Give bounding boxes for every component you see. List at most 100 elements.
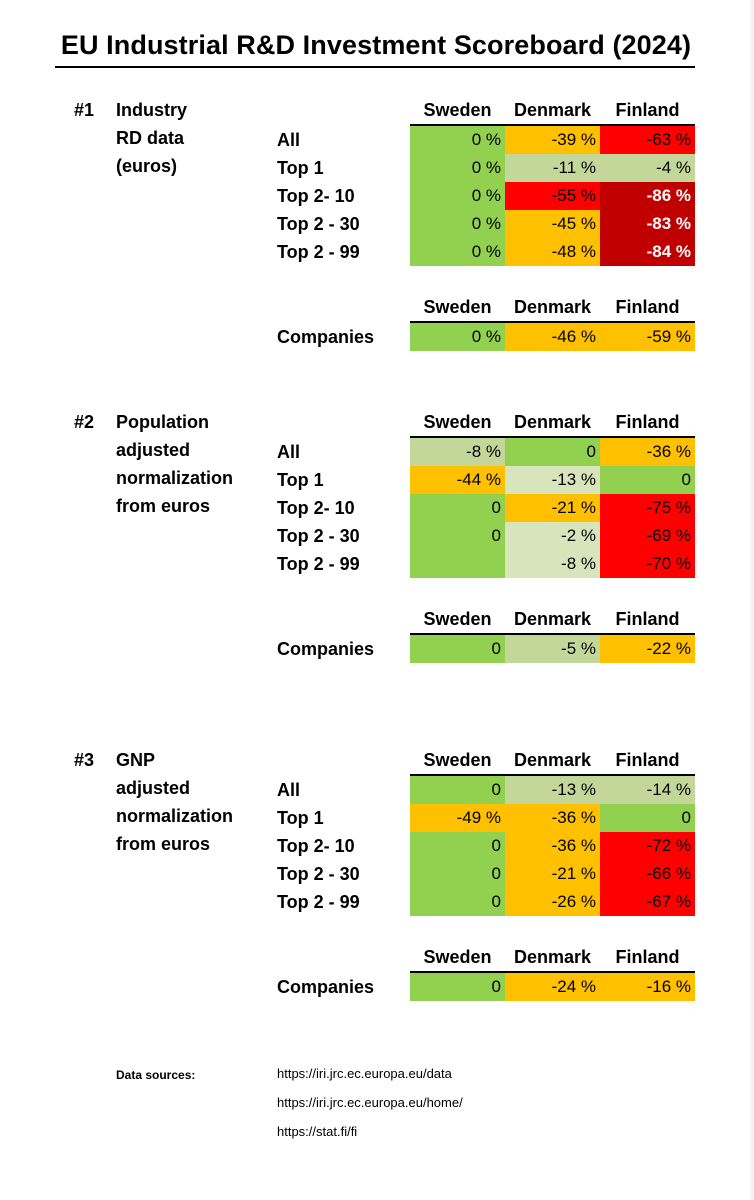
section-label-line: adjusted <box>116 440 191 460</box>
value-cell: -70 % <box>600 550 695 578</box>
companies-label: Companies <box>277 977 375 997</box>
value-cell: 0 <box>600 466 695 494</box>
row-label: Top 2 - 30 <box>277 214 360 234</box>
column-header-sweden: Sweden <box>423 750 492 770</box>
companies-value-cell: 0 % <box>410 323 505 351</box>
header-rule <box>410 774 695 776</box>
column-header-finland: Finland <box>615 750 680 770</box>
companies-value-cell: 0 <box>410 973 505 1001</box>
value-cell: -45 % <box>505 210 600 238</box>
source-link-2[interactable]: https://iri.jrc.ec.europa.eu/home/ <box>277 1095 463 1110</box>
section-label-line: adjusted <box>116 778 191 798</box>
row-label: All <box>277 442 301 462</box>
value-cell: -67 % <box>600 888 695 916</box>
value-cell: 0 <box>410 888 505 916</box>
value-cell: 0 <box>410 860 505 888</box>
value-cell: -55 % <box>505 182 600 210</box>
value-cell: -4 % <box>600 154 695 182</box>
companies-header-denmark: Denmark <box>513 609 592 629</box>
value-cell: -13 % <box>505 776 600 804</box>
value-cell: -11 % <box>505 154 600 182</box>
value-cell: -63 % <box>600 126 695 154</box>
column-header-denmark: Denmark <box>513 412 592 432</box>
value-cell: 0 <box>600 804 695 832</box>
value-cell: -21 % <box>505 494 600 522</box>
section-label-line: from euros <box>116 834 211 854</box>
companies-header-sweden: Sweden <box>423 297 492 317</box>
section-number: #2 <box>74 412 95 432</box>
companies-header-rule <box>410 971 695 973</box>
value-cell: 0 <box>505 438 600 466</box>
section-label-line: Industry <box>116 100 188 120</box>
value-cell: 0 <box>410 832 505 860</box>
value-cell: 0 % <box>410 238 505 266</box>
title-underline <box>55 66 695 68</box>
section-label-line: normalization <box>116 468 234 488</box>
companies-value-cell: -24 % <box>505 973 600 1001</box>
companies-value-cell: 0 <box>410 635 505 663</box>
header-rule <box>410 124 695 126</box>
value-cell: -2 % <box>505 522 600 550</box>
section-number: #1 <box>74 100 95 120</box>
value-cell: -69 % <box>600 522 695 550</box>
value-cell: -8 % <box>505 550 600 578</box>
value-cell: -39 % <box>505 126 600 154</box>
value-cell: 0 % <box>410 210 505 238</box>
companies-label: Companies <box>277 327 375 347</box>
value-cell: 0 % <box>410 126 505 154</box>
section-label-line: GNP <box>116 750 156 770</box>
value-cell: -84 % <box>600 238 695 266</box>
row-label: Top 2 - 99 <box>277 554 360 574</box>
row-label: Top 2- 10 <box>277 498 355 518</box>
data-sources-label: Data sources: <box>116 1068 196 1082</box>
companies-header-finland: Finland <box>615 609 680 629</box>
column-header-finland: Finland <box>615 100 680 120</box>
row-label: Top 2 - 30 <box>277 526 360 546</box>
companies-header-denmark: Denmark <box>513 297 592 317</box>
value-cell: -75 % <box>600 494 695 522</box>
companies-value-cell: -22 % <box>600 635 695 663</box>
companies-header-finland: Finland <box>615 947 680 967</box>
page-title: EU Industrial R&D Investment Scoreboard … <box>60 30 692 60</box>
value-cell: -66 % <box>600 860 695 888</box>
value-cell: -72 % <box>600 832 695 860</box>
section-label-line: (euros) <box>116 156 178 176</box>
value-cell: -86 % <box>600 182 695 210</box>
value-cell: -48 % <box>505 238 600 266</box>
companies-header-rule <box>410 321 695 323</box>
section-label-line: from euros <box>116 496 211 516</box>
value-cell: -36 % <box>600 438 695 466</box>
column-header-denmark: Denmark <box>513 750 592 770</box>
companies-value-cell: -46 % <box>505 323 600 351</box>
companies-header-rule <box>410 633 695 635</box>
row-label: Top 1 <box>277 808 324 828</box>
value-cell: -14 % <box>600 776 695 804</box>
companies-value-cell: -5 % <box>505 635 600 663</box>
section-label-line: normalization <box>116 806 234 826</box>
value-cell: -21 % <box>505 860 600 888</box>
companies-value-cell: -16 % <box>600 973 695 1001</box>
companies-header-finland: Finland <box>615 297 680 317</box>
header-rule <box>410 436 695 438</box>
source-link-3[interactable]: https://stat.fi/fi <box>277 1124 358 1139</box>
column-header-sweden: Sweden <box>423 100 492 120</box>
value-cell: -26 % <box>505 888 600 916</box>
value-cell <box>410 550 505 578</box>
companies-label: Companies <box>277 639 375 659</box>
value-cell: 0 % <box>410 182 505 210</box>
companies-header-denmark: Denmark <box>513 947 592 967</box>
row-label: All <box>277 130 301 150</box>
companies-header-sweden: Sweden <box>423 947 492 967</box>
row-label: Top 2- 10 <box>277 186 355 206</box>
source-link-1[interactable]: https://iri.jrc.ec.europa.eu/data <box>277 1066 452 1081</box>
row-label: All <box>277 780 301 800</box>
row-label: Top 1 <box>277 158 324 178</box>
section-label-line: Population <box>116 412 209 432</box>
value-cell: -83 % <box>600 210 695 238</box>
value-cell: -36 % <box>505 832 600 860</box>
section-number: #3 <box>74 750 95 770</box>
value-cell: -44 % <box>410 466 505 494</box>
row-label: Top 2 - 30 <box>277 864 360 884</box>
column-header-denmark: Denmark <box>513 100 592 120</box>
